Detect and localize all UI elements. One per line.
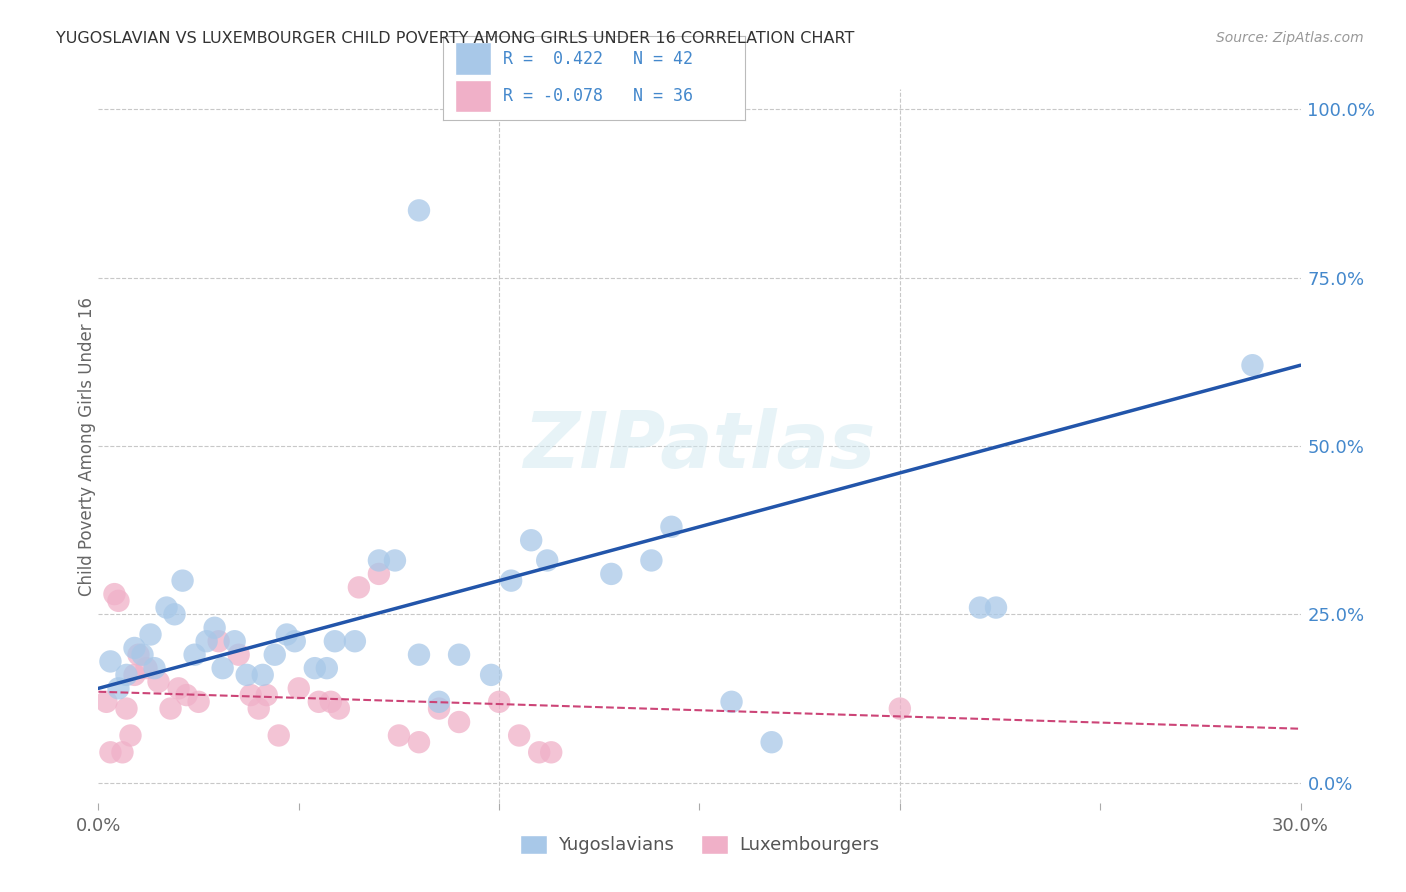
Y-axis label: Child Poverty Among Girls Under 16: Child Poverty Among Girls Under 16 [79, 296, 96, 596]
Legend: Yugoslavians, Luxembourgers: Yugoslavians, Luxembourgers [513, 828, 886, 862]
Point [501, 574, 523, 588]
Text: R =  0.422   N = 42: R = 0.422 N = 42 [503, 50, 693, 68]
Point [187, 695, 209, 709]
Point [96, 695, 118, 709]
Point [323, 634, 346, 648]
Point [488, 695, 510, 709]
Point [163, 607, 186, 622]
Text: YUGOSLAVIAN VS LUXEMBOURGER CHILD POVERTY AMONG GIRLS UNDER 16 CORRELATION CHART: YUGOSLAVIAN VS LUXEMBOURGER CHILD POVERT… [56, 31, 855, 46]
Point [427, 695, 450, 709]
Point [124, 668, 146, 682]
Point [761, 735, 783, 749]
Point [111, 745, 134, 759]
Point [252, 668, 274, 682]
Point [211, 661, 233, 675]
Point [128, 648, 150, 662]
Point [984, 600, 1007, 615]
Point [661, 520, 683, 534]
Point [520, 533, 543, 548]
Point [479, 668, 502, 682]
Point [640, 553, 662, 567]
Point [139, 627, 162, 641]
Point [388, 729, 411, 743]
Point [120, 729, 142, 743]
Point [1241, 358, 1264, 372]
Point [529, 745, 551, 759]
Point [315, 661, 337, 675]
Point [208, 634, 231, 648]
Point [100, 655, 122, 669]
Point [384, 553, 406, 567]
Point [124, 640, 146, 655]
Point [195, 634, 218, 648]
Point [263, 648, 285, 662]
Point [107, 594, 129, 608]
Point [408, 735, 430, 749]
Point [889, 701, 911, 715]
Point [176, 688, 198, 702]
Point [427, 701, 450, 715]
Point [159, 701, 181, 715]
Point [172, 574, 194, 588]
Point [267, 729, 290, 743]
Point [284, 634, 307, 648]
Point [235, 668, 257, 682]
Point [148, 674, 170, 689]
Point [600, 566, 623, 581]
Point [204, 621, 226, 635]
Text: ZIPatlas: ZIPatlas [523, 408, 876, 484]
Point [107, 681, 129, 696]
Point [347, 580, 370, 594]
Point [536, 553, 558, 567]
Point [228, 648, 250, 662]
Point [256, 688, 278, 702]
Point [508, 729, 530, 743]
Point [115, 701, 138, 715]
Text: R = -0.078   N = 36: R = -0.078 N = 36 [503, 87, 693, 105]
Point [288, 681, 311, 696]
Point [143, 661, 166, 675]
Point [167, 681, 190, 696]
Point [720, 695, 742, 709]
Point [224, 634, 246, 648]
Point [247, 701, 270, 715]
Point [103, 587, 125, 601]
Point [408, 203, 430, 218]
Point [368, 553, 391, 567]
Point [540, 745, 562, 759]
Point [447, 714, 470, 729]
FancyBboxPatch shape [456, 79, 491, 112]
Point [969, 600, 991, 615]
Point [447, 648, 470, 662]
Point [408, 648, 430, 662]
Point [368, 566, 391, 581]
Point [239, 688, 262, 702]
Point [319, 695, 342, 709]
Point [135, 661, 157, 675]
Point [183, 648, 205, 662]
Point [155, 600, 177, 615]
FancyBboxPatch shape [456, 43, 491, 75]
Point [328, 701, 350, 715]
Point [343, 634, 366, 648]
Point [115, 668, 138, 682]
Point [308, 695, 330, 709]
Point [276, 627, 298, 641]
Text: Source: ZipAtlas.com: Source: ZipAtlas.com [1216, 31, 1364, 45]
Point [131, 648, 153, 662]
Point [100, 745, 122, 759]
Point [304, 661, 326, 675]
